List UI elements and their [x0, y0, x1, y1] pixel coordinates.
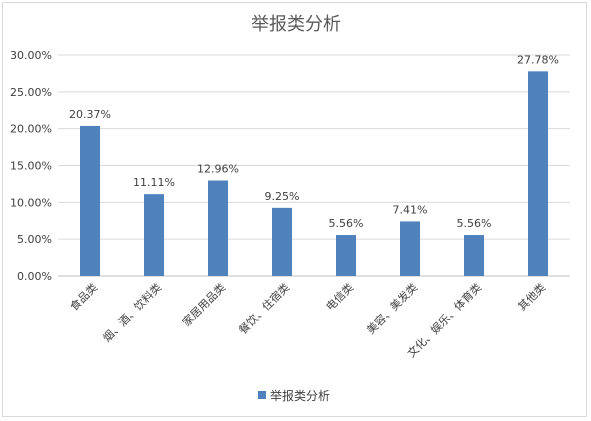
bar [336, 235, 356, 276]
data-label: 11.11% [133, 176, 175, 189]
category-label: 电信类 [323, 280, 356, 313]
bar [272, 207, 292, 276]
y-tick-label: 25.00% [10, 86, 52, 99]
data-label: 12.96% [197, 163, 239, 176]
data-label: 20.37% [69, 108, 111, 121]
category-label: 家居用品类 [179, 280, 228, 329]
bar [80, 125, 100, 276]
data-label: 5.56% [329, 217, 364, 230]
category-label: 食品类 [67, 280, 100, 313]
y-tick-label: 20.00% [10, 123, 52, 136]
category-label: 美容、美发类 [364, 280, 421, 337]
bar [528, 71, 548, 276]
bar [208, 180, 228, 276]
legend-swatch [258, 391, 266, 399]
bar [400, 221, 420, 276]
y-tick-label: 0.00% [17, 270, 52, 283]
data-label: 5.56% [457, 217, 492, 230]
legend-label: 举报类分析 [270, 388, 330, 403]
category-label: 烟、酒、饮料类 [100, 280, 164, 344]
chart-title: 举报类分析 [251, 14, 341, 35]
data-label: 9.25% [265, 190, 300, 203]
y-tick-label: 15.00% [10, 160, 52, 173]
data-label: 27.78% [517, 53, 559, 66]
y-tick-label: 5.00% [17, 233, 52, 246]
category-label: 其他类 [515, 280, 548, 313]
bar [464, 235, 484, 276]
bar [144, 194, 164, 276]
data-label: 7.41% [393, 203, 428, 216]
y-tick-label: 10.00% [10, 196, 52, 209]
y-tick-label: 30.00% [10, 49, 52, 62]
category-label: 餐饮、住宿类 [236, 280, 293, 337]
